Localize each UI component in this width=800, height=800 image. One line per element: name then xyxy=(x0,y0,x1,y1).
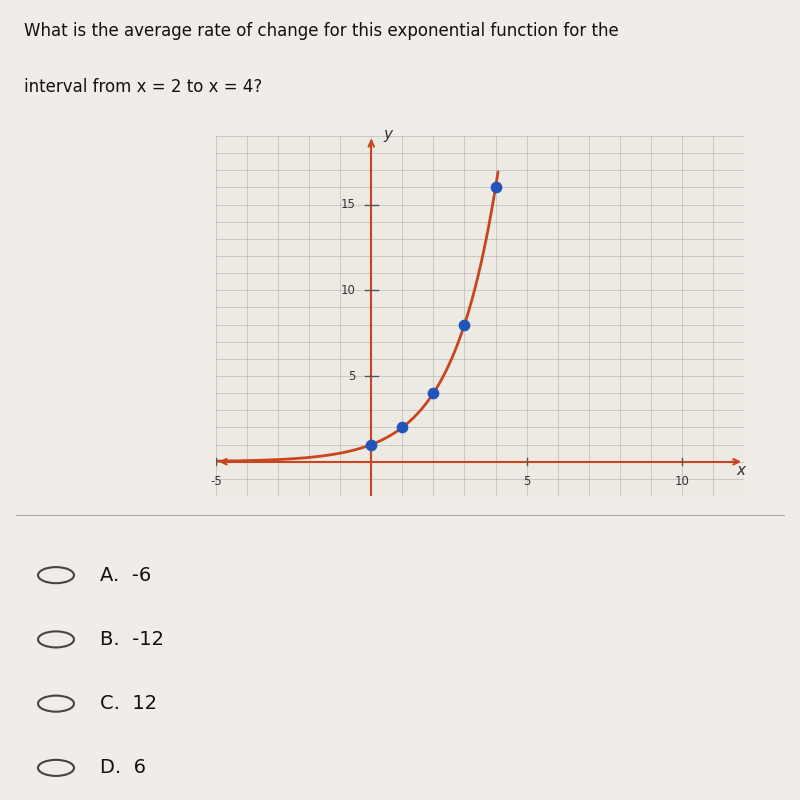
Text: 10: 10 xyxy=(341,284,356,297)
Point xyxy=(427,386,440,399)
Text: C.  12: C. 12 xyxy=(100,694,157,713)
Text: x: x xyxy=(736,463,746,478)
Text: -5: -5 xyxy=(210,475,222,489)
Text: 5: 5 xyxy=(523,475,530,489)
Text: 15: 15 xyxy=(341,198,356,211)
Text: 5: 5 xyxy=(348,370,356,382)
Point xyxy=(489,181,502,194)
Text: B.  -12: B. -12 xyxy=(100,630,164,649)
Point xyxy=(396,421,409,434)
Text: D.  6: D. 6 xyxy=(100,758,146,778)
Point xyxy=(458,318,471,331)
Text: interval from x = 2 to x = 4?: interval from x = 2 to x = 4? xyxy=(24,78,262,96)
Text: 10: 10 xyxy=(674,475,690,489)
Text: A.  -6: A. -6 xyxy=(100,566,151,585)
Point xyxy=(365,438,378,451)
Text: What is the average rate of change for this exponential function for the: What is the average rate of change for t… xyxy=(24,22,618,39)
Text: y: y xyxy=(384,127,393,142)
